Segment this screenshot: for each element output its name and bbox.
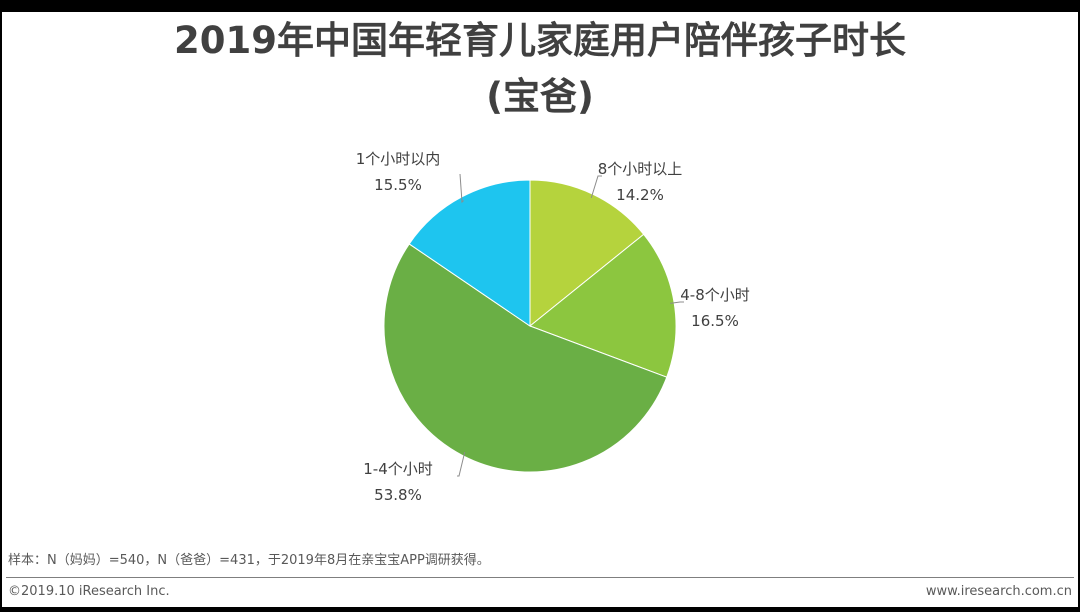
leader-line-2: [670, 301, 684, 304]
chart-title: 2019年中国年轻育儿家庭用户陪伴孩子时长: [174, 19, 906, 62]
slice-category-label-1: 8个小时以上: [598, 160, 683, 178]
leader-line-3: [457, 451, 466, 477]
chart-subtitle: (宝爸): [486, 75, 594, 118]
slice-value-label-3: 53.8%: [374, 486, 422, 504]
slice-value-label-1: 14.2%: [616, 186, 664, 204]
copyright-text: ©2019.10 iResearch Inc.: [8, 584, 170, 599]
slice-category-label-3: 1-4个小时: [363, 460, 433, 478]
pie-chart: 8个小时以上 14.2% 4-8个小时 16.5% 1-4个小时 53.8% 1个小时以内 1…: [356, 150, 750, 504]
pie-slice-3: [383, 243, 668, 473]
website-text: www.iresearch.com.cn: [925, 584, 1072, 599]
leader-line-1: [590, 175, 602, 199]
sample-footnote: 样本：N（妈妈）=540，N（爸爸）=431，于2019年8月在亲宝宝APP调研…: [8, 553, 490, 568]
report-page: 2019年中国年轻育儿家庭用户陪伴孩子时长 (宝爸) 8个小时以上 14.2% 4-…: [2, 12, 1078, 607]
pie-slice-1: [529, 179, 645, 328]
leader-line-4: [459, 173, 464, 204]
slice-value-label-2: 16.5%: [691, 312, 739, 330]
footer-divider: [6, 577, 1074, 578]
slice-category-label-2: 4-8个小时: [680, 286, 750, 304]
slice-value-label-4: 15.5%: [374, 176, 422, 194]
slice-category-label-4: 1个小时以内: [356, 150, 441, 168]
